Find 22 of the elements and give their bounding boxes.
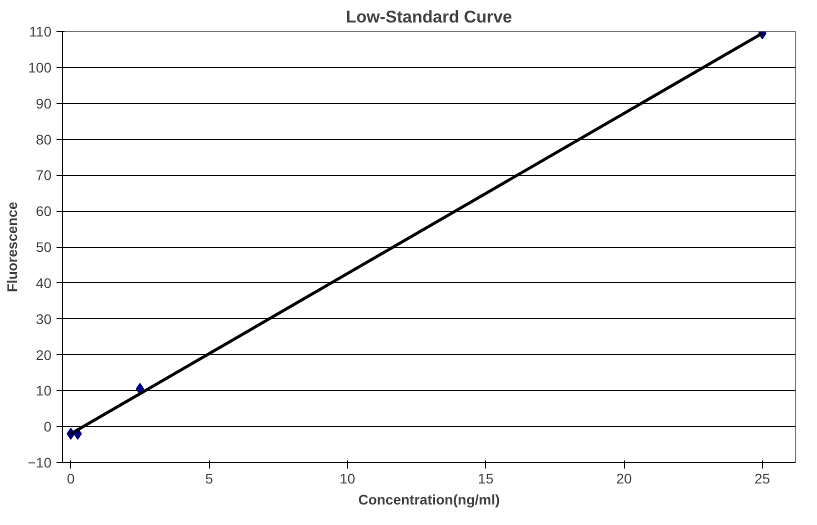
x-tick-label: 25 bbox=[754, 470, 770, 486]
y-tick-label: 90 bbox=[36, 95, 52, 112]
y-tick-label: 70 bbox=[36, 167, 52, 184]
y-tick-label: −10 bbox=[28, 454, 52, 470]
chart-title: Low-Standard Curve bbox=[346, 8, 512, 26]
x-tick-label: 5 bbox=[205, 470, 214, 486]
y-tick-label: 20 bbox=[36, 346, 52, 363]
x-tick-label: 0 bbox=[66, 470, 75, 486]
y-tick-label: 10 bbox=[36, 382, 52, 399]
y-tick-label: 30 bbox=[36, 310, 52, 327]
y-axis-title: Fluorescence bbox=[4, 202, 20, 292]
x-axis-title: Concentration(ng/ml) bbox=[358, 492, 500, 508]
x-tick-label: 15 bbox=[478, 470, 494, 486]
y-tick-label: 110 bbox=[29, 24, 52, 40]
y-tick-label: 50 bbox=[36, 239, 52, 255]
x-tick-label: 20 bbox=[616, 470, 632, 486]
y-tick-label: 80 bbox=[36, 131, 52, 148]
y-tick-label: 40 bbox=[36, 274, 52, 291]
y-tick-label: 0 bbox=[44, 418, 52, 435]
y-tick-label: 60 bbox=[36, 203, 52, 220]
x-tick-label: 10 bbox=[340, 470, 356, 486]
y-tick-label: 100 bbox=[28, 59, 52, 76]
